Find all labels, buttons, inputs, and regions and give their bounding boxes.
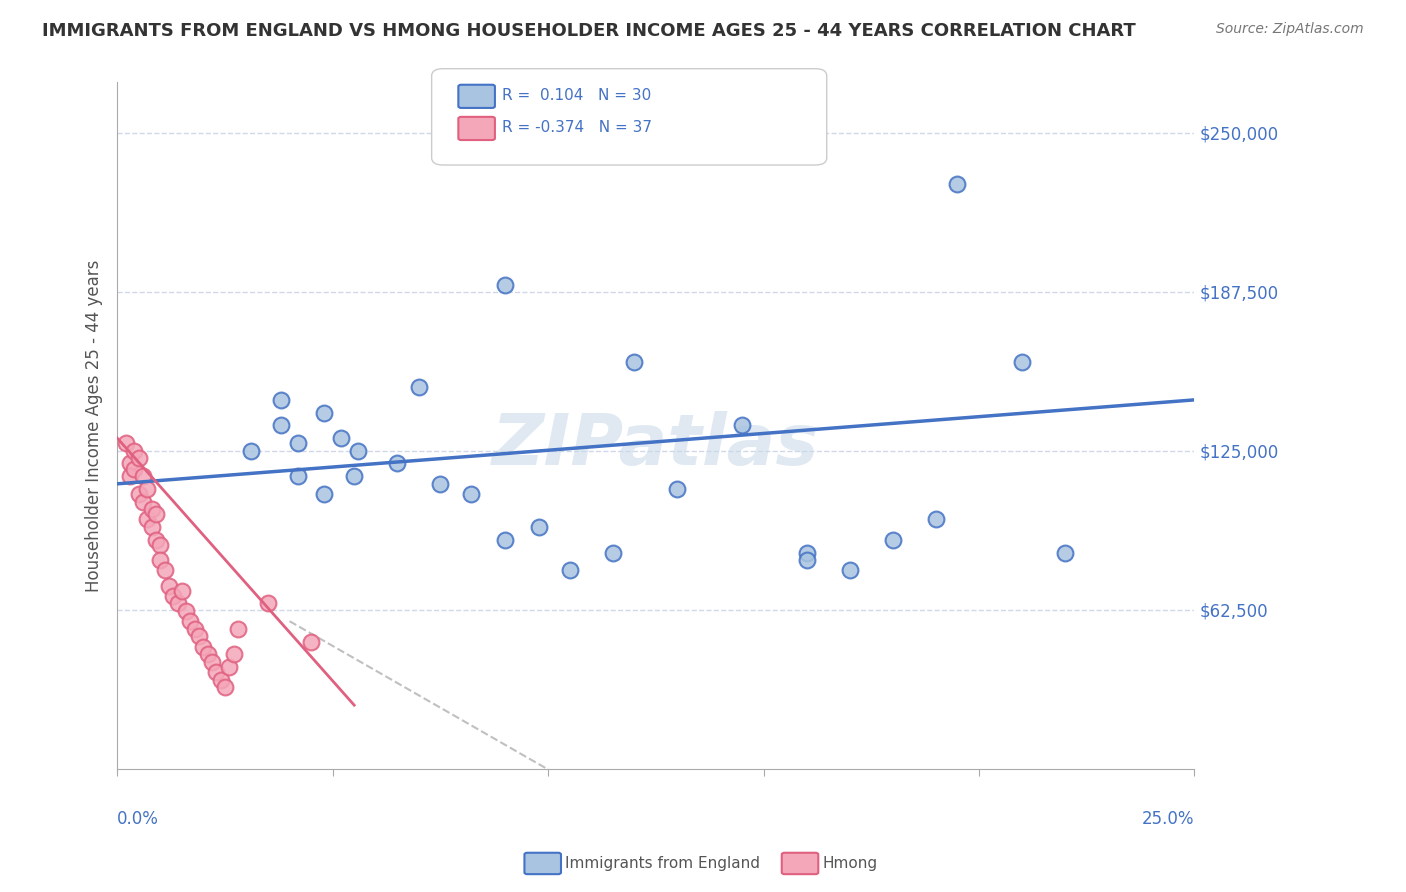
Point (946, 177, 969, 191)
Point (174, 604, 197, 618)
Point (170, 583, 193, 598)
Point (330, 431, 353, 445)
Point (141, 502, 163, 516)
Point (149, 553, 172, 567)
Point (162, 589, 184, 603)
Point (132, 469, 155, 483)
Point (558, 563, 581, 577)
Point (270, 418, 292, 433)
Point (157, 578, 180, 592)
Point (408, 380, 430, 394)
Point (179, 614, 201, 628)
Point (494, 533, 516, 547)
Point (494, 278, 516, 293)
Text: R =  0.104   N = 30: R = 0.104 N = 30 (502, 88, 651, 103)
Point (141, 520, 163, 534)
Point (124, 461, 146, 475)
Point (132, 494, 155, 508)
Point (128, 451, 150, 466)
Point (222, 647, 245, 661)
Point (343, 469, 366, 483)
Point (184, 622, 207, 636)
Text: Hmong: Hmong (823, 856, 877, 871)
Point (120, 469, 142, 483)
Point (347, 443, 370, 458)
Text: ZIPatlas: ZIPatlas (492, 411, 820, 481)
Text: 25.0%: 25.0% (1142, 810, 1195, 828)
Point (1011, 355, 1033, 369)
Point (120, 457, 142, 471)
Point (429, 476, 451, 491)
Point (529, 520, 551, 534)
Point (124, 443, 146, 458)
Point (136, 482, 159, 496)
Point (166, 596, 188, 610)
Y-axis label: Householder Income Ages 25 - 44 years: Householder Income Ages 25 - 44 years (86, 260, 103, 591)
Point (460, 487, 482, 501)
Point (882, 533, 904, 547)
Text: IMMIGRANTS FROM ENGLAND VS HMONG HOUSEHOLDER INCOME AGES 25 - 44 YEARS CORRELATI: IMMIGRANTS FROM ENGLAND VS HMONG HOUSEHO… (42, 22, 1136, 40)
Point (153, 563, 176, 577)
Point (145, 533, 167, 547)
Text: 0.0%: 0.0% (117, 810, 159, 828)
Point (925, 512, 948, 526)
Point (731, 418, 754, 433)
Point (197, 647, 219, 661)
Point (149, 538, 172, 552)
Point (201, 655, 224, 669)
Point (257, 596, 280, 610)
Point (287, 436, 309, 450)
Point (623, 355, 645, 369)
Point (209, 673, 232, 687)
Point (287, 469, 309, 483)
Text: Immigrants from England: Immigrants from England (565, 856, 761, 871)
Point (114, 436, 136, 450)
Point (128, 487, 150, 501)
Point (666, 482, 689, 496)
Point (205, 665, 228, 679)
Text: R = -0.374   N = 37: R = -0.374 N = 37 (502, 120, 652, 135)
Point (188, 630, 211, 644)
Point (1054, 545, 1077, 559)
Point (239, 443, 262, 458)
Point (226, 622, 249, 636)
Point (136, 512, 159, 526)
Point (838, 563, 860, 577)
Point (312, 406, 335, 420)
Point (145, 508, 167, 522)
Point (193, 640, 215, 654)
Point (796, 545, 818, 559)
Point (387, 457, 409, 471)
Point (214, 681, 236, 695)
Point (299, 634, 322, 648)
Point (602, 545, 624, 559)
Point (312, 487, 335, 501)
Point (270, 392, 292, 407)
Point (796, 553, 818, 567)
Point (218, 660, 240, 674)
Text: Source: ZipAtlas.com: Source: ZipAtlas.com (1216, 22, 1364, 37)
